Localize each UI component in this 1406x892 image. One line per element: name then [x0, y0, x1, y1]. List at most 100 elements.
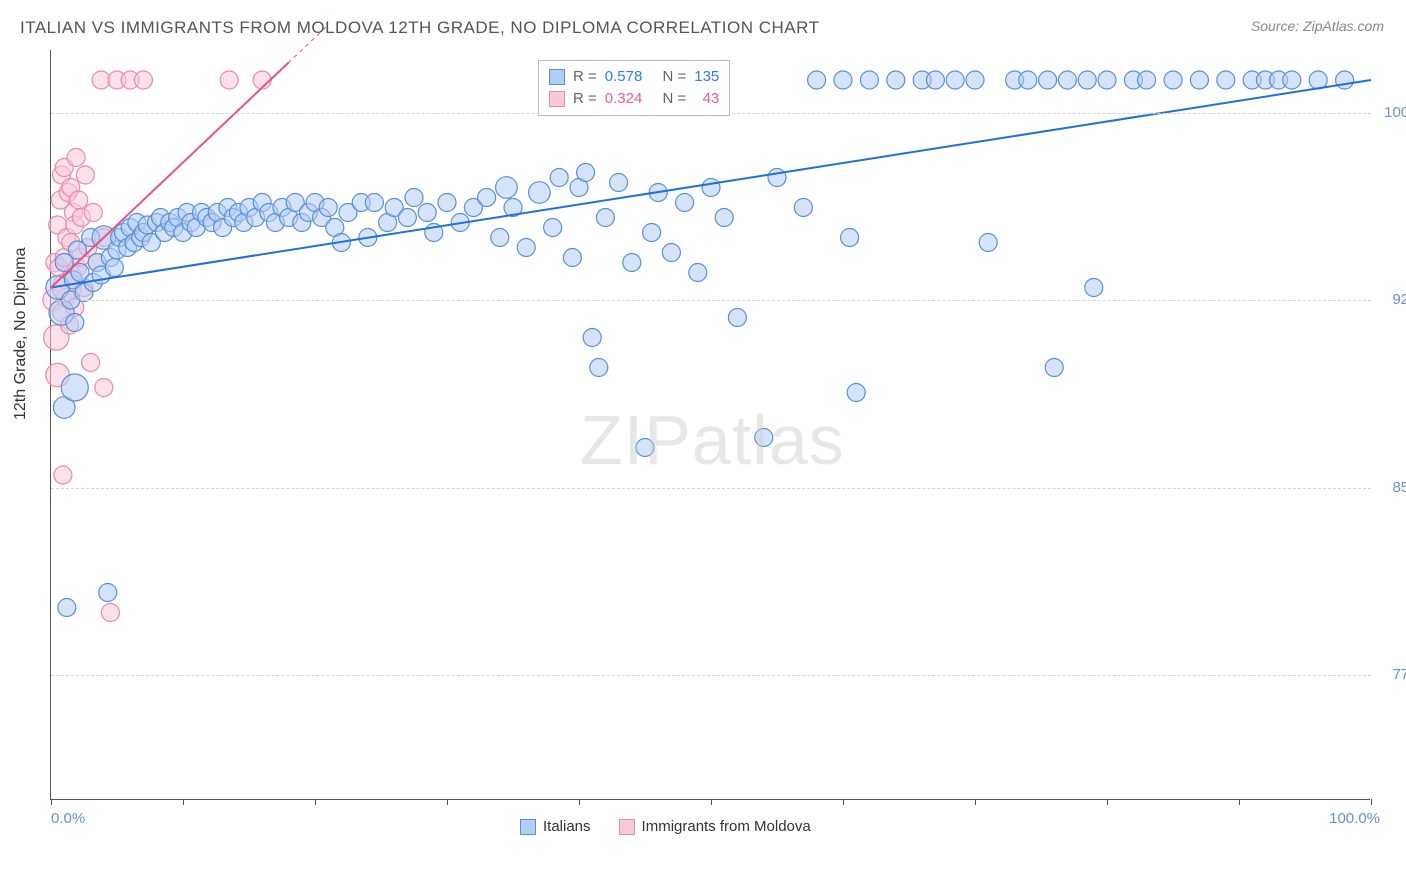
x-tick — [1107, 799, 1108, 805]
x-tick — [579, 799, 580, 805]
data-point — [636, 439, 654, 457]
grid-line — [51, 675, 1371, 676]
data-point — [61, 374, 88, 401]
x-tick — [843, 799, 844, 805]
data-point — [563, 249, 581, 267]
x-tick — [711, 799, 712, 805]
swatch-moldova-icon — [549, 91, 565, 107]
x-tick — [51, 799, 52, 805]
x-tick — [1371, 799, 1372, 805]
data-point — [418, 204, 436, 222]
y-tick-label: 100.0% — [1384, 104, 1406, 121]
data-point — [596, 209, 614, 227]
data-point — [99, 584, 117, 602]
n-value-italians: 135 — [694, 66, 719, 88]
data-point — [101, 604, 119, 622]
source-label: Source: ZipAtlas.com — [1251, 18, 1384, 34]
grid-line — [51, 300, 1371, 301]
data-point — [1190, 71, 1208, 89]
data-point — [105, 259, 123, 277]
data-point — [365, 194, 383, 212]
x-tick — [315, 799, 316, 805]
data-point — [623, 254, 641, 272]
data-point — [689, 264, 707, 282]
y-axis-label: 12th Grade, No Diploma — [12, 247, 30, 420]
data-point — [847, 384, 865, 402]
data-point — [794, 199, 812, 217]
data-point — [887, 71, 905, 89]
data-point — [1058, 71, 1076, 89]
data-point — [82, 354, 100, 372]
data-point — [70, 191, 88, 209]
data-point — [438, 194, 456, 212]
legend-row-moldova: R = 0.324 N = 43 — [549, 88, 719, 110]
data-point — [926, 71, 944, 89]
swatch-italians-icon — [549, 69, 565, 85]
data-point — [134, 71, 152, 89]
swatch-italians-icon — [520, 819, 536, 835]
data-point — [1336, 71, 1354, 89]
legend-stats: R = 0.578 N = 135 R = 0.324 N = 43 — [538, 60, 730, 116]
data-point — [76, 166, 94, 184]
data-point — [728, 309, 746, 327]
n-label: N = — [662, 66, 686, 88]
data-point — [676, 194, 694, 212]
data-point — [715, 209, 733, 227]
data-point — [1138, 71, 1156, 89]
data-point — [66, 314, 84, 332]
data-point — [1078, 71, 1096, 89]
chart-container: ITALIAN VS IMMIGRANTS FROM MOLDOVA 12TH … — [0, 0, 1406, 892]
r-value-italians: 0.578 — [605, 66, 643, 88]
data-point — [1019, 71, 1037, 89]
r-label: R = — [573, 66, 597, 88]
data-point — [1045, 359, 1063, 377]
data-point — [610, 174, 628, 192]
data-point — [517, 239, 535, 257]
data-point — [529, 182, 551, 204]
data-point — [702, 179, 720, 197]
data-point — [643, 224, 661, 242]
data-point — [1085, 279, 1103, 297]
x-tick — [1239, 799, 1240, 805]
data-point — [768, 169, 786, 187]
y-tick-label: 92.5% — [1392, 291, 1406, 308]
data-point — [319, 199, 337, 217]
data-point — [841, 229, 859, 247]
legend-item-italians: Italians — [520, 818, 591, 835]
data-point — [67, 149, 85, 167]
chart-title: ITALIAN VS IMMIGRANTS FROM MOLDOVA 12TH … — [20, 18, 819, 38]
data-point — [58, 599, 76, 617]
data-point — [946, 71, 964, 89]
legend-series: Italians Immigrants from Moldova — [520, 818, 811, 835]
y-tick-label: 77.5% — [1392, 666, 1406, 683]
grid-line — [51, 488, 1371, 489]
data-point — [583, 329, 601, 347]
data-point — [808, 71, 826, 89]
data-point — [1039, 71, 1057, 89]
n-value-moldova: 43 — [694, 88, 719, 110]
plot-area: 77.5%85.0%92.5%100.0%0.0%100.0% — [50, 50, 1370, 800]
data-point — [966, 71, 984, 89]
data-point — [491, 229, 509, 247]
data-point — [95, 379, 113, 397]
data-point — [1283, 71, 1301, 89]
data-point — [405, 189, 423, 207]
x-tick-label-left: 0.0% — [51, 810, 85, 827]
data-point — [1098, 71, 1116, 89]
n-label: N = — [662, 88, 686, 110]
x-tick — [975, 799, 976, 805]
data-point — [834, 71, 852, 89]
data-point — [544, 219, 562, 237]
legend-label-moldova: Immigrants from Moldova — [642, 818, 811, 835]
swatch-moldova-icon — [619, 819, 635, 835]
x-tick-label-right: 100.0% — [1329, 810, 1380, 827]
x-tick — [183, 799, 184, 805]
data-point — [550, 169, 568, 187]
x-tick — [447, 799, 448, 805]
data-point — [860, 71, 878, 89]
r-value-moldova: 0.324 — [605, 88, 643, 110]
data-point — [478, 189, 496, 207]
data-point — [220, 71, 238, 89]
data-point — [755, 429, 773, 447]
legend-item-moldova: Immigrants from Moldova — [619, 818, 811, 835]
